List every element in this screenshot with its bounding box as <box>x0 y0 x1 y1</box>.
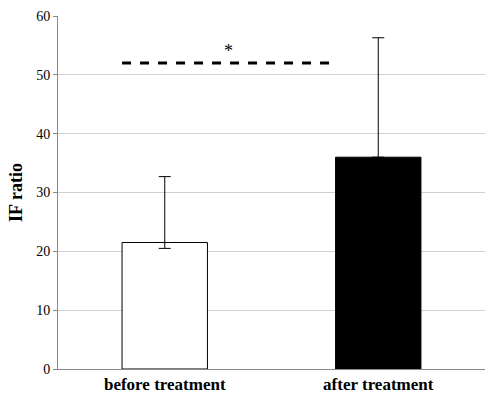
svg-text:60: 60 <box>36 9 50 24</box>
svg-text:*: * <box>224 41 233 61</box>
svg-text:50: 50 <box>36 68 50 83</box>
svg-text:40: 40 <box>36 127 50 142</box>
svg-text:0: 0 <box>43 362 50 377</box>
svg-text:after treatment: after treatment <box>323 375 434 394</box>
svg-text:30: 30 <box>36 185 50 200</box>
svg-text:before treatment: before treatment <box>104 375 226 394</box>
svg-text:20: 20 <box>36 244 50 259</box>
svg-text:10: 10 <box>36 303 50 318</box>
svg-text:IF ratio: IF ratio <box>6 163 26 222</box>
